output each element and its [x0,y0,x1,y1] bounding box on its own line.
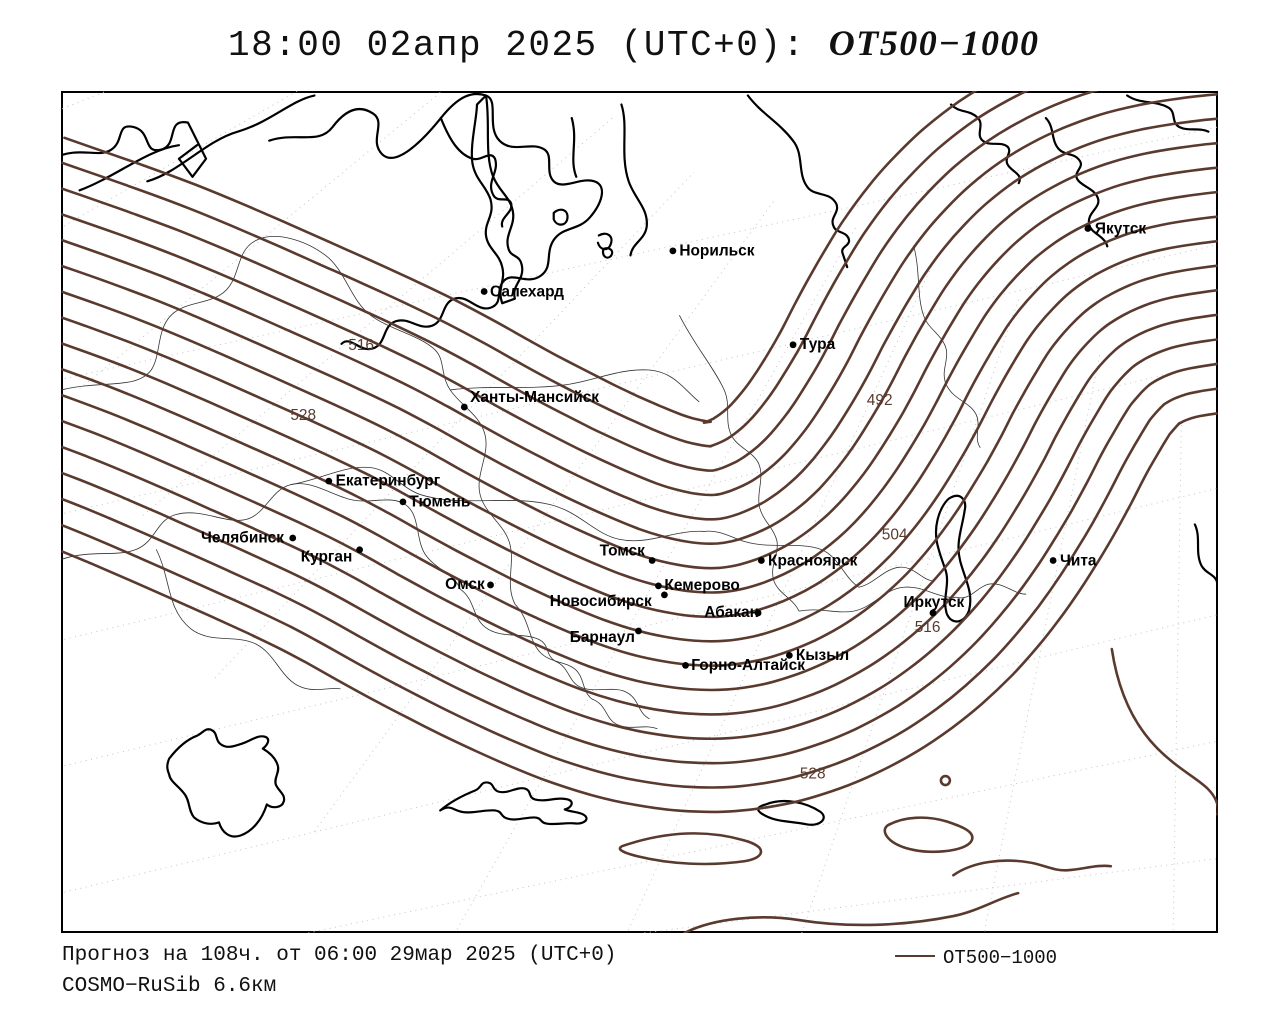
svg-text:Кызыл: Кызыл [796,647,849,664]
svg-text:Норильск: Норильск [679,242,754,259]
svg-text:Чита: Чита [1060,552,1097,569]
svg-text:Красноярск: Красноярск [768,552,858,569]
svg-text:528: 528 [800,766,826,783]
svg-text:Горно-Алтайск: Горно-Алтайск [691,657,805,674]
svg-text:Иркутск: Иркутск [904,594,965,611]
svg-text:Челябинск: Челябинск [201,529,284,546]
svg-text:492: 492 [867,392,893,409]
svg-text:Якутск: Якутск [1095,220,1147,237]
svg-text:528: 528 [290,407,316,424]
svg-text:Кемерово: Кемерово [664,577,739,594]
svg-text:Салехард: Салехард [490,283,564,300]
svg-text:Екатеринбург: Екатеринбург [336,473,441,490]
svg-text:Ханты-Мансийск: Ханты-Мансийск [470,389,599,406]
svg-text:Томск: Томск [600,542,645,559]
svg-text:Омск: Омск [445,576,485,593]
svg-text:504: 504 [882,526,908,543]
svg-text:516: 516 [915,619,941,636]
svg-text:Тура: Тура [800,336,836,353]
svg-text:Абакан: Абакан [704,604,759,621]
svg-text:Курган: Курган [301,548,353,565]
svg-text:Новосибирск: Новосибирск [550,593,652,610]
svg-text:Тюмень: Тюмень [409,494,470,511]
svg-text:Барнаул: Барнаул [570,629,635,646]
svg-text:516: 516 [348,337,374,354]
